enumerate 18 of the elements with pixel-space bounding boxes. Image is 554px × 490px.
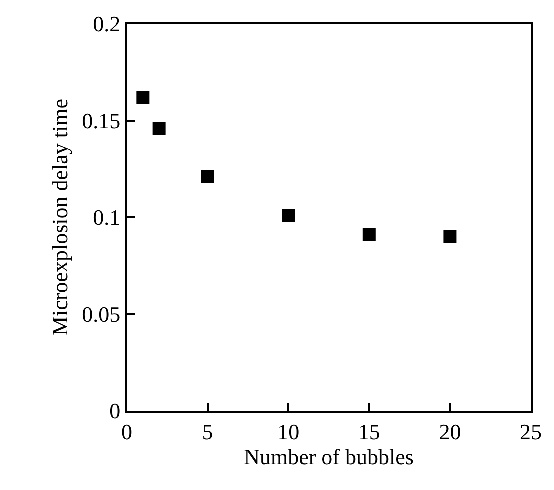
point: [282, 209, 296, 222]
x-axis-title: Number of bubbles: [244, 444, 414, 470]
x-tick-label: 5: [202, 419, 214, 444]
point: [201, 170, 214, 184]
y-tick-label: 0.05: [82, 302, 121, 327]
y-tick-label: 0: [110, 398, 121, 424]
y-tick-label: 0.15: [82, 108, 121, 134]
point: [152, 122, 166, 135]
point: [362, 228, 376, 242]
y-axis-title: Microexplosion delay time: [47, 98, 72, 336]
x-tick-label: 25: [520, 419, 542, 444]
x-tick-label: 10: [278, 419, 300, 444]
point: [444, 230, 457, 244]
point: [136, 91, 150, 104]
y-tick-label: 0.2: [93, 12, 121, 37]
x-tick-label: 20: [439, 419, 462, 444]
x-tick-label: 15: [358, 419, 380, 444]
y-tick-label: 0.1: [93, 205, 121, 230]
